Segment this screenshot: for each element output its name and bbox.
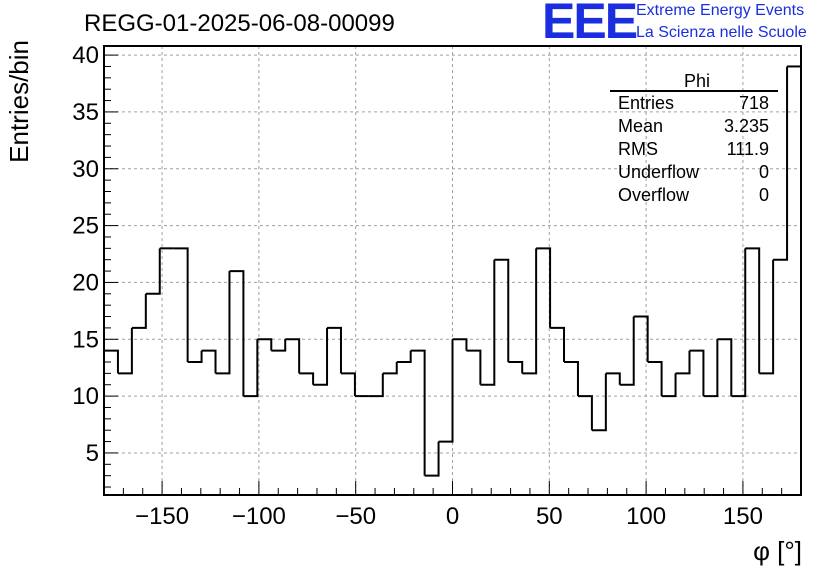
stats-value: 0 xyxy=(758,162,769,182)
histogram-bin xyxy=(564,361,579,397)
histogram-bin xyxy=(466,349,482,385)
stats-title: Phi xyxy=(683,71,710,91)
stats-row-overflow: Overflow 0 xyxy=(610,184,778,207)
y-tick-label: 15 xyxy=(72,326,99,353)
stats-value: 0 xyxy=(758,185,769,205)
y-tick-label: 20 xyxy=(72,269,99,296)
histogram-bin xyxy=(396,350,412,364)
histogram-bin xyxy=(299,372,315,385)
histogram-bin xyxy=(368,373,384,398)
y-tick-label: 10 xyxy=(72,383,99,410)
histogram-bin xyxy=(577,395,593,431)
histogram-bin xyxy=(591,373,607,432)
histogram-bin xyxy=(340,372,356,397)
histogram-bin xyxy=(438,339,454,443)
axis-tick-labels: −150 −100 −50 0 50 100 150 5 10 15 20 25 30 35 40 xyxy=(72,42,763,530)
histogram-bin xyxy=(201,349,217,374)
histogram-bin xyxy=(605,372,621,385)
stats-value: 718 xyxy=(738,93,769,113)
histogram-bin xyxy=(647,361,663,397)
x-axis-label: φ [°] xyxy=(753,536,802,566)
histogram-bin xyxy=(257,338,273,351)
y-tick-label: 35 xyxy=(72,99,99,126)
y-tick-label: 5 xyxy=(86,440,99,467)
histogram-bin xyxy=(745,247,761,374)
histogram-bin xyxy=(117,327,133,375)
y-tick-label: 30 xyxy=(72,156,99,183)
y-tick-label: 25 xyxy=(72,213,99,240)
logo-line-1: Extreme Energy Events xyxy=(636,2,805,19)
histogram-bin xyxy=(689,349,705,397)
histogram-bin xyxy=(731,248,747,398)
histogram-bin xyxy=(271,339,287,352)
histogram-bin xyxy=(759,259,775,375)
stats-label: RMS xyxy=(618,139,658,159)
histogram-bin xyxy=(285,338,301,374)
stats-label: Overflow xyxy=(618,185,690,205)
histogram-bin xyxy=(703,339,719,398)
stats-row-rms: RMS 111.9 xyxy=(610,138,778,161)
histogram-bin xyxy=(173,247,189,363)
histogram-bin xyxy=(131,293,147,329)
x-tick-label: −50 xyxy=(335,503,376,530)
logo-line-2: La Scienza nelle Scuole xyxy=(636,24,807,41)
histogram-bin xyxy=(452,338,468,351)
stats-value: 111.9 xyxy=(726,139,769,159)
histogram-bin xyxy=(424,441,440,477)
eee-logo: EEE xyxy=(542,0,638,49)
stats-row-underflow: Underflow 0 xyxy=(610,161,778,184)
histogram-bin xyxy=(773,66,789,261)
y-axis-label: Entries/bin xyxy=(4,40,34,163)
histogram-bin xyxy=(229,270,245,397)
histogram-bin xyxy=(313,327,329,386)
stats-row-mean: Mean 3.235 xyxy=(610,115,778,138)
histogram-bin xyxy=(536,247,552,328)
histogram-bin xyxy=(675,350,691,375)
x-tick-label: −150 xyxy=(135,503,189,530)
histogram-bin xyxy=(145,248,161,295)
stats-box: Phi Entries 718 Mean 3.235 RMS 111.9 Und… xyxy=(610,72,778,207)
histogram-bin xyxy=(717,338,733,397)
histogram-bin xyxy=(508,361,524,374)
histogram-bin xyxy=(522,248,538,375)
x-tick-label: −100 xyxy=(232,503,286,530)
x-tick-label: 50 xyxy=(536,503,563,530)
histogram-bin xyxy=(327,326,342,374)
histogram-bin xyxy=(494,258,510,363)
histogram-bin xyxy=(480,259,496,386)
stats-divider xyxy=(610,90,778,92)
stats-label: Entries xyxy=(618,93,675,113)
histogram-bin xyxy=(215,271,231,375)
histogram-bin xyxy=(633,315,649,363)
stats-label: Underflow xyxy=(618,162,700,182)
histogram-bin xyxy=(550,326,566,363)
x-tick-label: 0 xyxy=(446,503,459,530)
y-tick-label: 40 xyxy=(72,42,99,69)
histogram-bin xyxy=(187,350,203,364)
chart-title: REGG-01-2025-06-08-00099 xyxy=(84,10,395,37)
stats-label: Mean xyxy=(618,116,664,136)
x-tick-label: 150 xyxy=(723,503,763,530)
x-tick-label: 100 xyxy=(626,503,666,530)
histogram-bin xyxy=(243,339,259,398)
axis-ticks xyxy=(104,54,783,495)
stats-value: 3.235 xyxy=(723,116,769,136)
stats-row-entries: Entries 718 xyxy=(610,92,778,115)
histogram-bin xyxy=(382,362,398,375)
histogram-bin xyxy=(410,349,426,476)
histogram-bin xyxy=(661,373,677,398)
histogram-bin xyxy=(619,316,635,386)
